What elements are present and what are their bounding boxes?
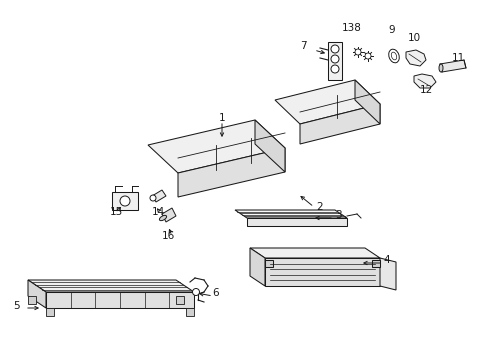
Polygon shape <box>46 292 194 308</box>
Polygon shape <box>162 208 176 222</box>
Polygon shape <box>178 148 285 197</box>
Polygon shape <box>439 60 465 72</box>
Text: 9: 9 <box>388 25 394 35</box>
Circle shape <box>354 49 360 55</box>
Circle shape <box>330 55 338 63</box>
Ellipse shape <box>390 52 396 60</box>
Text: 2: 2 <box>316 202 323 212</box>
Ellipse shape <box>388 49 399 63</box>
Bar <box>264 260 272 267</box>
Polygon shape <box>274 80 379 124</box>
Polygon shape <box>254 120 285 172</box>
Circle shape <box>120 196 130 206</box>
Polygon shape <box>148 120 285 173</box>
Circle shape <box>330 45 338 53</box>
Polygon shape <box>28 280 194 292</box>
Polygon shape <box>413 74 435 88</box>
Text: 10: 10 <box>407 33 420 43</box>
Text: 1: 1 <box>218 113 225 123</box>
Polygon shape <box>405 50 425 66</box>
Polygon shape <box>246 218 346 226</box>
Circle shape <box>330 65 338 73</box>
Polygon shape <box>264 258 379 286</box>
Text: 7: 7 <box>299 41 305 51</box>
Text: 14: 14 <box>151 207 164 217</box>
Polygon shape <box>299 104 379 144</box>
Text: 12: 12 <box>419 85 432 95</box>
Circle shape <box>192 288 199 296</box>
Text: 4: 4 <box>383 255 389 265</box>
Polygon shape <box>249 248 379 258</box>
Text: 3: 3 <box>334 210 341 220</box>
Ellipse shape <box>438 64 442 72</box>
Polygon shape <box>28 280 46 308</box>
Circle shape <box>364 53 370 59</box>
Polygon shape <box>46 308 54 316</box>
Polygon shape <box>249 248 264 286</box>
Text: 138: 138 <box>342 23 361 33</box>
Polygon shape <box>379 258 395 290</box>
Text: 15: 15 <box>109 207 122 217</box>
Polygon shape <box>185 308 194 316</box>
Polygon shape <box>354 80 379 124</box>
Text: 5: 5 <box>13 301 19 311</box>
Ellipse shape <box>159 215 166 221</box>
Circle shape <box>150 195 156 201</box>
Polygon shape <box>28 296 36 304</box>
Polygon shape <box>112 192 138 210</box>
Bar <box>371 260 379 267</box>
Text: 6: 6 <box>212 288 219 298</box>
Polygon shape <box>176 296 183 304</box>
Text: 16: 16 <box>161 231 174 241</box>
Polygon shape <box>327 42 341 80</box>
Text: 11: 11 <box>450 53 464 63</box>
Polygon shape <box>152 190 165 202</box>
Polygon shape <box>235 210 346 218</box>
